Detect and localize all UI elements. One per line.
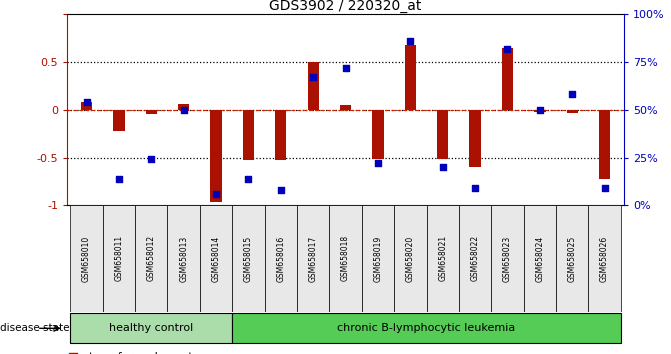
Bar <box>566 110 578 113</box>
Bar <box>534 110 546 112</box>
Bar <box>264 205 297 312</box>
Point <box>211 191 221 197</box>
Bar <box>81 102 92 110</box>
Text: GSM658020: GSM658020 <box>406 235 415 281</box>
Bar <box>556 205 588 312</box>
Text: GSM658013: GSM658013 <box>179 235 188 281</box>
Point <box>437 164 448 170</box>
Bar <box>362 205 394 312</box>
Point <box>372 160 383 166</box>
Point <box>405 38 416 44</box>
Point <box>567 92 578 97</box>
Bar <box>329 205 362 312</box>
Bar <box>491 205 523 312</box>
Text: healthy control: healthy control <box>109 323 193 333</box>
Text: GSM658021: GSM658021 <box>438 235 447 281</box>
Bar <box>427 205 459 312</box>
Bar <box>459 205 491 312</box>
Bar <box>232 313 621 343</box>
Text: GSM658014: GSM658014 <box>211 235 221 281</box>
Point <box>243 176 254 181</box>
Text: GSM658018: GSM658018 <box>341 235 350 281</box>
Title: GDS3902 / 220320_at: GDS3902 / 220320_at <box>269 0 422 13</box>
Text: chronic B-lymphocytic leukemia: chronic B-lymphocytic leukemia <box>338 323 515 333</box>
Text: transformed count: transformed count <box>89 352 193 354</box>
Bar <box>232 205 264 312</box>
Point <box>81 99 92 105</box>
Bar <box>502 47 513 110</box>
Point <box>308 74 319 80</box>
Point <box>146 156 156 162</box>
Bar <box>178 104 189 110</box>
Point <box>599 185 610 191</box>
Text: GSM658015: GSM658015 <box>244 235 253 281</box>
Point <box>391 52 401 57</box>
Text: GSM658016: GSM658016 <box>276 235 285 281</box>
Text: GSM658024: GSM658024 <box>535 235 544 281</box>
Bar <box>470 110 480 167</box>
Bar <box>103 205 135 312</box>
Text: disease state: disease state <box>0 323 70 333</box>
Point <box>275 187 286 193</box>
Text: GSM658019: GSM658019 <box>374 235 382 281</box>
Bar <box>135 205 168 312</box>
Bar <box>243 110 254 160</box>
Bar <box>307 62 319 110</box>
Text: GSM658012: GSM658012 <box>147 235 156 281</box>
Text: GSM658011: GSM658011 <box>115 235 123 281</box>
Point <box>113 176 124 181</box>
Point <box>391 261 401 267</box>
Point <box>502 46 513 51</box>
Bar <box>146 110 157 114</box>
Bar <box>70 313 232 343</box>
Bar <box>588 205 621 312</box>
Text: GSM658010: GSM658010 <box>82 235 91 281</box>
Bar <box>523 205 556 312</box>
Bar <box>211 110 221 202</box>
Text: GSM658026: GSM658026 <box>600 235 609 281</box>
Bar <box>437 110 448 159</box>
Point <box>340 65 351 70</box>
Bar <box>340 105 351 110</box>
Text: GSM658022: GSM658022 <box>470 235 480 281</box>
Bar <box>405 45 416 110</box>
Point <box>178 107 189 113</box>
Point <box>535 107 546 113</box>
Text: GSM658017: GSM658017 <box>309 235 317 281</box>
Bar <box>599 110 610 178</box>
Text: GSM658025: GSM658025 <box>568 235 576 281</box>
Bar <box>70 205 103 312</box>
Bar <box>168 205 200 312</box>
Bar <box>275 110 287 160</box>
Point <box>470 185 480 191</box>
Bar <box>113 110 125 131</box>
Text: GSM658023: GSM658023 <box>503 235 512 281</box>
Bar <box>200 205 232 312</box>
Bar <box>394 205 427 312</box>
Bar <box>297 205 329 312</box>
Bar <box>372 110 384 159</box>
